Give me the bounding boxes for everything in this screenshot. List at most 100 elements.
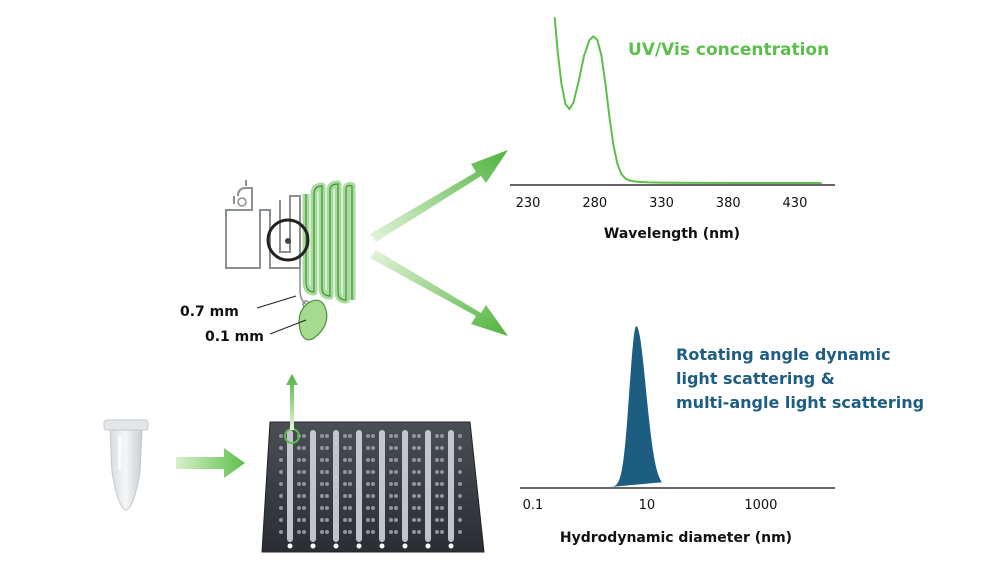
dls-chart-title-line-3: multi-angle light scattering [676, 393, 924, 412]
plate-well [417, 470, 421, 474]
well-plate-icon [261, 421, 485, 553]
plate-well [389, 434, 393, 438]
plate-well [348, 518, 352, 522]
plate-well [297, 458, 301, 462]
plate-well [412, 482, 416, 486]
plate-well [412, 470, 416, 474]
plate-well [371, 494, 375, 498]
plate-lane [287, 430, 293, 542]
plate-well [320, 482, 324, 486]
plate-well [394, 458, 398, 462]
plate-well [389, 518, 393, 522]
plate-marker [356, 543, 362, 549]
plate-well [325, 482, 329, 486]
plate-well [343, 446, 347, 450]
plate-well [371, 446, 375, 450]
plate-well [458, 482, 462, 486]
plate-well [440, 470, 444, 474]
plate-well [458, 518, 462, 522]
plate-well [279, 518, 283, 522]
arrow-to-dls-icon [370, 250, 508, 336]
plate-marker [310, 543, 316, 549]
plate-well [302, 494, 306, 498]
plate-marker [425, 543, 431, 549]
uvvis-tick-label: 280 [582, 196, 607, 211]
plate-well [371, 434, 375, 438]
plate-well [394, 446, 398, 450]
plate-well [325, 470, 329, 474]
dls-size-peak [610, 326, 662, 487]
plate-well [417, 518, 421, 522]
plate-well [325, 530, 329, 534]
plate-well [412, 506, 416, 510]
plate-well [371, 482, 375, 486]
plate-well [302, 470, 306, 474]
arrow-to-uvvis-icon [370, 150, 508, 242]
plate-well [440, 518, 444, 522]
uvvis-tick-label: 330 [649, 196, 674, 211]
plate-well [302, 446, 306, 450]
plate-well [325, 506, 329, 510]
plate-well [394, 482, 398, 486]
plate-well [348, 530, 352, 534]
plate-marker [402, 543, 408, 549]
plate-well [279, 506, 283, 510]
plate-well [325, 494, 329, 498]
plate-well [343, 530, 347, 534]
plate-well [435, 530, 439, 534]
plate-well [389, 446, 393, 450]
uvvis-tick-label: 230 [516, 196, 541, 211]
dls-chart: 0.1 10 1000 Rotating angle dynamic light s… [520, 326, 924, 546]
plate-well [417, 446, 421, 450]
plate-lane [310, 430, 316, 542]
plate-well [412, 458, 416, 462]
uvvis-series-line [553, 17, 822, 184]
plate-well [389, 458, 393, 462]
plate-well [412, 494, 416, 498]
plate-well [297, 530, 301, 534]
plate-well [394, 434, 398, 438]
plate-marker [379, 543, 385, 549]
plate-well [348, 446, 352, 450]
plate-well [412, 518, 416, 522]
plate-well [371, 530, 375, 534]
plate-well [412, 434, 416, 438]
dls-tick-label: 10 [639, 498, 656, 513]
plate-well [348, 470, 352, 474]
plate-well [320, 494, 324, 498]
plate-well [343, 518, 347, 522]
plate-well [297, 470, 301, 474]
plate-well [371, 506, 375, 510]
plate-lane [356, 430, 362, 542]
plate-well [320, 506, 324, 510]
plate-well [389, 506, 393, 510]
dls-chart-title-line-2: light scattering & [676, 369, 835, 388]
plate-well [440, 482, 444, 486]
plate-well [371, 458, 375, 462]
plate-well [366, 470, 370, 474]
plate-well [394, 470, 398, 474]
plate-well [343, 458, 347, 462]
dls-chart-title-line-1: Rotating angle dynamic [676, 345, 891, 364]
plate-well [302, 518, 306, 522]
plate-well [440, 530, 444, 534]
plate-well [371, 470, 375, 474]
plate-well [343, 482, 347, 486]
plate-well [348, 506, 352, 510]
plate-well [302, 434, 306, 438]
plate-well [366, 494, 370, 498]
plate-marker [333, 543, 339, 549]
plate-well [458, 470, 462, 474]
plate-well [279, 434, 283, 438]
plate-lane [448, 430, 454, 542]
plate-well [279, 458, 283, 462]
plate-well [297, 482, 301, 486]
plate-well [297, 494, 301, 498]
uvvis-x-axis-label: Wavelength (nm) [604, 226, 740, 242]
plate-well [302, 530, 306, 534]
uvvis-chart: 230 280 330 380 430 UV/Vis concentration Wav… [510, 17, 835, 242]
plate-well [389, 470, 393, 474]
plate-well [440, 458, 444, 462]
plate-well [325, 458, 329, 462]
plate-well [394, 530, 398, 534]
